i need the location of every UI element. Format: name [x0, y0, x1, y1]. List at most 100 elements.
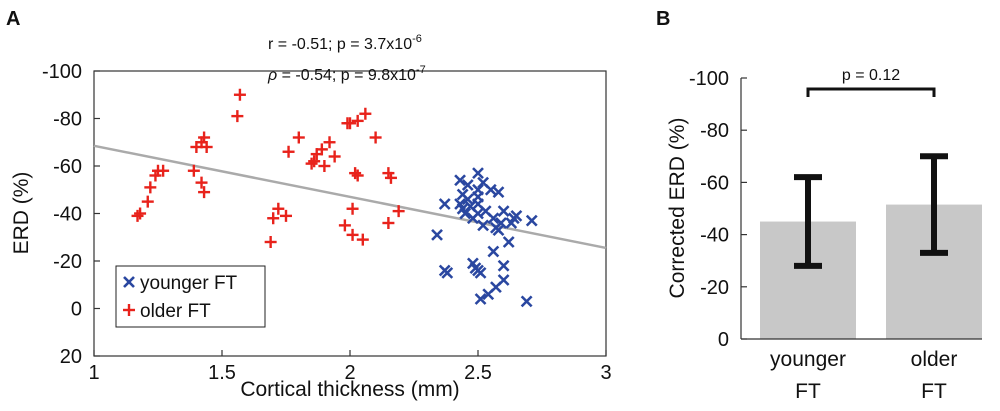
data-point-older: [198, 131, 211, 144]
legend-marker-younger-icon: [123, 276, 135, 288]
data-point-older: [272, 202, 285, 215]
spearman-stat-main: = -0.54; p = 9.8x10: [277, 67, 416, 84]
data-point-younger: [487, 245, 500, 258]
data-point-older: [187, 164, 200, 177]
data-point-younger: [497, 259, 510, 272]
spearman-stat-exponent: -7: [416, 64, 426, 76]
data-point-older: [134, 207, 147, 220]
data-point-younger: [497, 205, 510, 218]
data-point-older: [292, 131, 305, 144]
y-tick-label: 0: [71, 299, 82, 321]
data-point-older: [198, 186, 211, 199]
pearson-stat-main: r = -0.51; p = 3.7x10: [268, 36, 412, 53]
data-point-older: [346, 202, 359, 215]
data-point-older: [264, 236, 277, 248]
pearson-stat-text: r = -0.51; p = 3.7x10-6: [268, 33, 422, 53]
data-point-younger: [454, 174, 466, 187]
data-point-younger: [520, 295, 533, 308]
data-point-older: [195, 176, 208, 189]
data-point-older: [351, 114, 364, 127]
data-point-older: [231, 110, 244, 123]
data-point-older: [349, 167, 362, 180]
data-point-younger: [525, 214, 538, 227]
data-point-older: [338, 219, 351, 232]
data-point-older: [344, 117, 356, 130]
scatter-chart: 1 1.5 2 2.5 3 -100 -80 -60 -40 -20 0 20 r = -0.51;…: [10, 33, 612, 401]
category-label-younger: FT: [795, 380, 821, 403]
data-point-older: [351, 169, 364, 182]
y-axis-label: ERD (%): [10, 172, 33, 255]
data-point-younger: [495, 217, 507, 229]
y-tick-label: -100: [42, 61, 82, 83]
x-tick-label: 2: [344, 362, 355, 384]
x-tick-label: 1.5: [208, 362, 236, 384]
error-bar-younger: [794, 174, 822, 269]
y-tick-label: -40: [53, 204, 82, 226]
legend-label-younger: younger FT: [140, 273, 238, 294]
legend-box: [115, 265, 266, 328]
data-point-older: [233, 88, 246, 101]
data-point-older: [308, 155, 321, 168]
data-point-older: [141, 195, 154, 208]
bar-chart: -100 -80 -60 -40 -20 0 p = 0.12 younger FT olde…: [666, 67, 982, 403]
data-point-older: [144, 181, 157, 194]
significance-label: p = 0.12: [842, 67, 900, 84]
category-label-older: FT: [921, 380, 947, 403]
data-point-younger: [502, 236, 515, 248]
category-label-older: older: [911, 348, 958, 371]
bar-y-tick-label: -20: [700, 277, 729, 299]
data-point-older: [305, 157, 318, 170]
data-point-older: [382, 217, 395, 229]
data-point-older: [392, 205, 405, 218]
legend: younger FT older FT: [115, 265, 266, 328]
data-point-older: [359, 107, 372, 120]
data-point-older: [346, 228, 359, 241]
legend-label-older: older FT: [140, 301, 211, 322]
data-point-younger: [487, 212, 500, 225]
legend-marker-older-icon: [123, 304, 135, 316]
bar-y-tick-label: -100: [689, 68, 729, 90]
data-point-younger: [510, 209, 523, 222]
bar-y-axis-label: Corrected ERD (%): [666, 118, 689, 299]
data-point-older: [282, 145, 295, 158]
x-tick-label: 1: [88, 362, 99, 384]
spearman-stat-text: ρ = -0.54; p = 9.8x10-7: [267, 64, 426, 84]
data-point-younger: [472, 207, 484, 220]
y-tick-label: 20: [60, 346, 82, 368]
data-point-younger: [461, 193, 474, 206]
data-point-older: [328, 150, 341, 163]
data-point-younger: [477, 219, 490, 232]
data-point-younger: [472, 167, 484, 180]
y-tick-label: -20: [53, 251, 82, 273]
bar-y-tick-label: -60: [700, 172, 729, 194]
x-axis-label: Cortical thickness (mm): [240, 378, 459, 401]
y-tick-label: -60: [53, 156, 82, 178]
data-point-older: [356, 233, 369, 246]
data-point-younger: [438, 198, 451, 210]
data-point-older: [267, 212, 280, 225]
panel-b-label: B: [656, 8, 670, 30]
data-point-older: [157, 164, 170, 177]
data-point-younger: [431, 228, 443, 241]
data-point-older: [369, 131, 382, 144]
x-tick-label: 2.5: [464, 362, 492, 384]
legend-marker-younger: [123, 276, 135, 288]
panel-a-label: A: [6, 8, 20, 30]
data-point-older: [131, 209, 144, 222]
data-point-younger: [474, 293, 487, 305]
bar-y-tick-label: -80: [700, 120, 729, 142]
data-point-younger: [474, 266, 487, 279]
data-point-younger: [497, 274, 510, 286]
data-point-younger: [492, 186, 505, 199]
data-point-older: [200, 141, 213, 153]
data-point-younger: [441, 266, 454, 279]
data-point-younger: [492, 224, 505, 237]
data-point-older: [384, 171, 397, 184]
data-point-older: [318, 160, 331, 172]
legend-marker-older: [123, 304, 135, 316]
error-bar-older: [920, 153, 948, 256]
significance-bracket: [806, 87, 936, 97]
spearman-rho-symbol: ρ: [267, 67, 277, 84]
data-point-older: [315, 143, 328, 156]
